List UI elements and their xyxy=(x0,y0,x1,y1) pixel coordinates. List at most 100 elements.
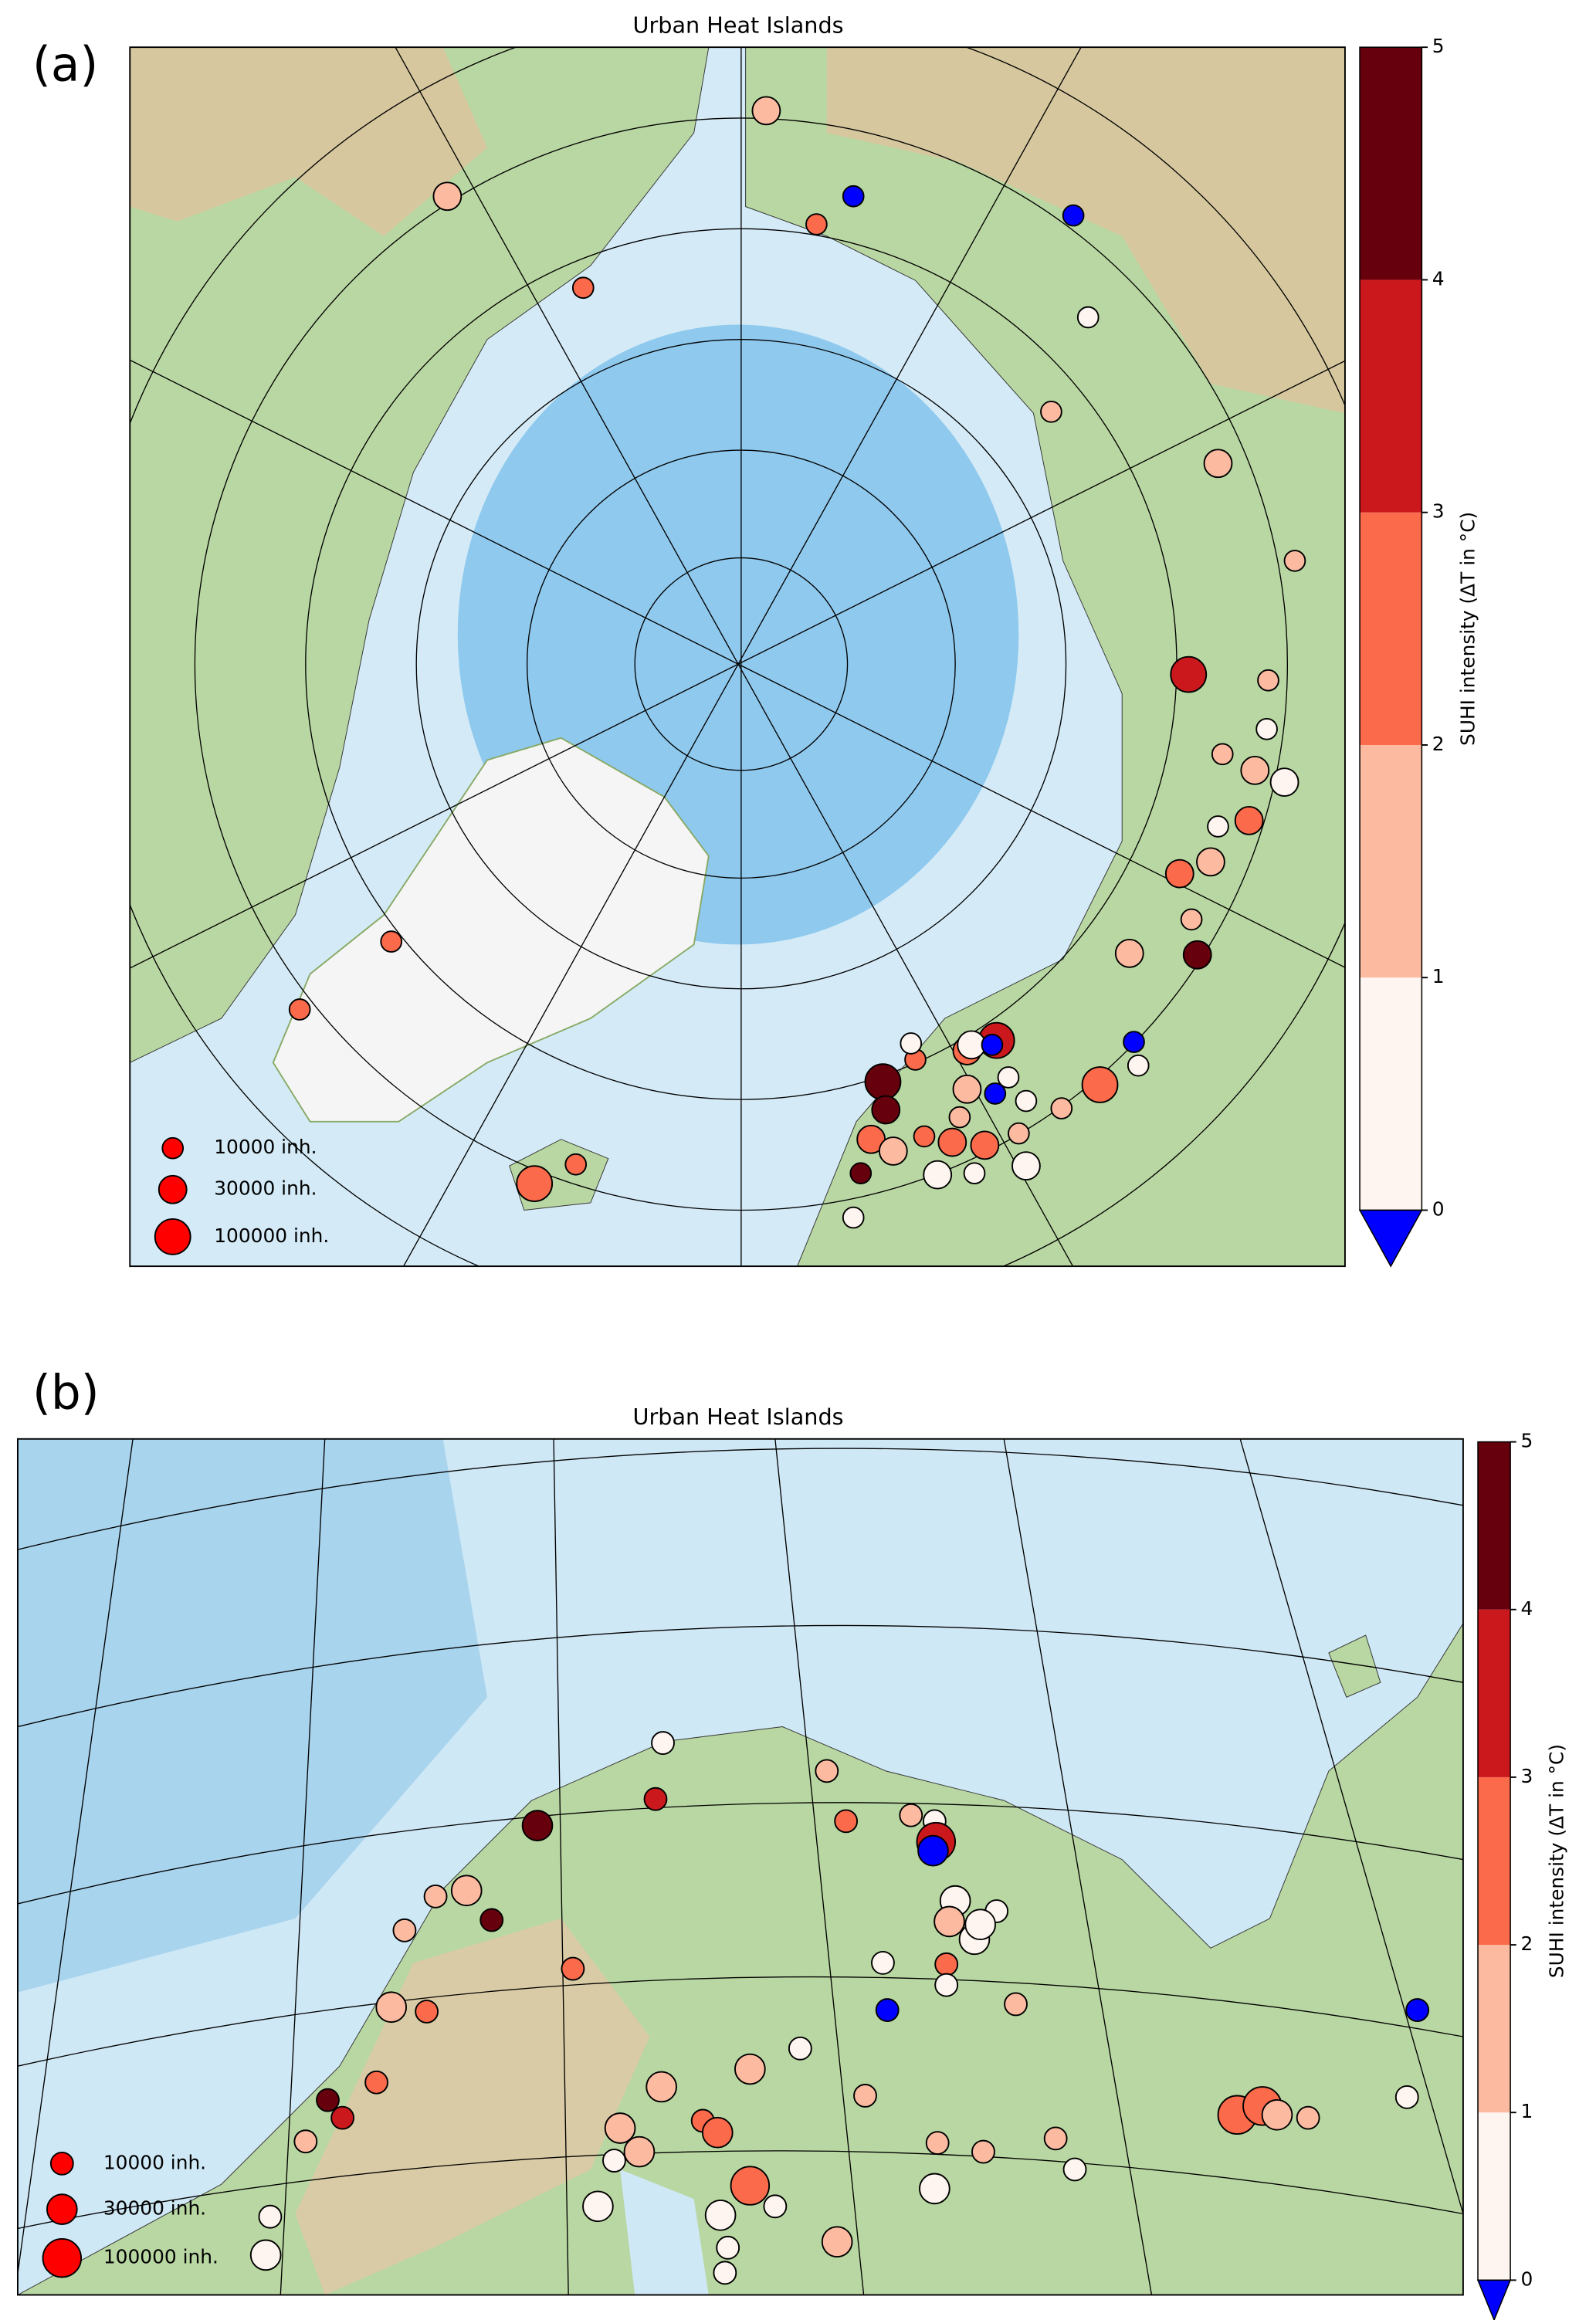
city-marker xyxy=(934,1973,959,1997)
colorbar-tick-label: 1 xyxy=(1432,965,1445,987)
legend-label: 100000 inh. xyxy=(214,1224,329,1247)
city-marker xyxy=(923,1160,953,1190)
city-marker xyxy=(1255,717,1278,740)
legend-marker xyxy=(46,2193,78,2225)
city-marker xyxy=(934,1905,965,1938)
city-marker xyxy=(1062,204,1085,227)
city-marker xyxy=(521,1810,554,1841)
map-frame xyxy=(129,46,1346,1268)
city-marker xyxy=(375,1991,408,2024)
parallel xyxy=(17,1448,1463,1550)
city-marker xyxy=(1180,908,1203,931)
map-a xyxy=(130,47,1345,1267)
city-marker xyxy=(963,1162,986,1185)
colorbar-tick-label: 2 xyxy=(1520,1932,1533,1955)
city-marker xyxy=(997,1066,1020,1089)
city-marker xyxy=(450,1875,483,1907)
city-marker xyxy=(1182,940,1212,970)
city-marker xyxy=(1257,669,1279,692)
city-marker xyxy=(751,96,781,126)
city-marker xyxy=(561,1956,585,1981)
colorbar-segment xyxy=(1478,1776,1511,1946)
city-marker xyxy=(1261,2098,1293,2131)
legend-label: 30000 inh. xyxy=(214,1177,317,1200)
parallel xyxy=(17,1624,1463,1728)
city-marker xyxy=(834,1809,859,1834)
city-marker xyxy=(842,1206,865,1229)
city-marker xyxy=(1394,2085,1419,2109)
city-marker xyxy=(716,2235,740,2260)
city-marker xyxy=(701,2116,734,2149)
graticule xyxy=(130,47,1345,1267)
city-marker xyxy=(423,1884,448,1908)
city-marker xyxy=(258,2204,283,2229)
city-marker xyxy=(1234,805,1264,835)
city-marker xyxy=(713,2261,737,2285)
city-marker xyxy=(571,276,595,300)
legend-label: 30000 inh. xyxy=(103,2197,206,2220)
city-marker xyxy=(516,1165,554,1202)
colorbar-tick-label: 5 xyxy=(1432,35,1445,57)
colorbar-segment xyxy=(1478,1609,1511,1777)
city-marker xyxy=(871,1095,901,1125)
legend-marker xyxy=(49,2151,74,2176)
city-marker xyxy=(1269,767,1300,798)
colorbar-segment xyxy=(1478,2112,1511,2281)
colorbar-segment xyxy=(1478,1441,1511,1610)
city-marker xyxy=(288,998,311,1021)
colorbar-tick-label: 0 xyxy=(1520,2268,1533,2290)
city-marker xyxy=(604,2112,636,2144)
colorbar-tick-label: 5 xyxy=(1520,1430,1533,1452)
colorbar-tick-label: 1 xyxy=(1520,2100,1533,2122)
city-marker xyxy=(875,1998,900,2022)
city-marker xyxy=(821,2226,853,2258)
city-marker xyxy=(1004,1992,1028,2017)
city-marker xyxy=(582,2190,614,2223)
city-marker xyxy=(964,1908,996,1941)
city-marker xyxy=(917,1834,949,1867)
city-marker xyxy=(899,1803,923,1827)
map-frame xyxy=(16,1438,1464,2296)
land xyxy=(826,47,1345,414)
colorbar-frame xyxy=(1477,1441,1511,2281)
city-marker xyxy=(316,2088,340,2112)
colorbar-extension xyxy=(1476,2279,1512,2320)
colorbar-segment xyxy=(1360,744,1422,978)
deep-ocean xyxy=(17,1438,487,1993)
city-marker xyxy=(1127,1054,1150,1077)
city-marker xyxy=(1283,550,1306,572)
city-marker xyxy=(970,1130,1000,1160)
greenland xyxy=(272,737,710,1123)
city-marker xyxy=(1164,859,1194,889)
city-marker xyxy=(1062,2157,1087,2182)
city-marker xyxy=(704,2199,737,2231)
city-marker xyxy=(763,2194,788,2219)
colorbar-tick-label: 4 xyxy=(1520,1597,1533,1620)
city-marker xyxy=(1170,655,1208,693)
colorbar-tick-label: 0 xyxy=(1432,1197,1445,1220)
meridian xyxy=(402,47,1082,1267)
city-marker xyxy=(730,2166,771,2206)
city-marker xyxy=(842,185,865,208)
meridian xyxy=(280,1438,326,2295)
city-marker xyxy=(805,213,828,235)
city-marker xyxy=(871,1950,895,1975)
graticule xyxy=(17,1438,1463,2295)
colorbar-tick-label: 3 xyxy=(1520,1765,1533,1787)
meridian xyxy=(553,1438,569,2295)
city-marker xyxy=(1207,815,1229,838)
city-marker xyxy=(1011,1151,1041,1181)
legend-marker xyxy=(161,1136,185,1160)
city-marker xyxy=(1015,1089,1038,1113)
legend-label: 100000 inh. xyxy=(103,2246,219,2268)
cities xyxy=(249,1731,1430,2285)
legend-marker xyxy=(158,1174,188,1204)
map-title: Urban Heat Islands xyxy=(633,1404,844,1430)
city-marker xyxy=(1203,449,1233,479)
city-marker xyxy=(971,2139,995,2164)
parallel xyxy=(17,1976,1463,2067)
city-marker xyxy=(734,2053,766,2085)
parallel xyxy=(17,1802,1463,1905)
